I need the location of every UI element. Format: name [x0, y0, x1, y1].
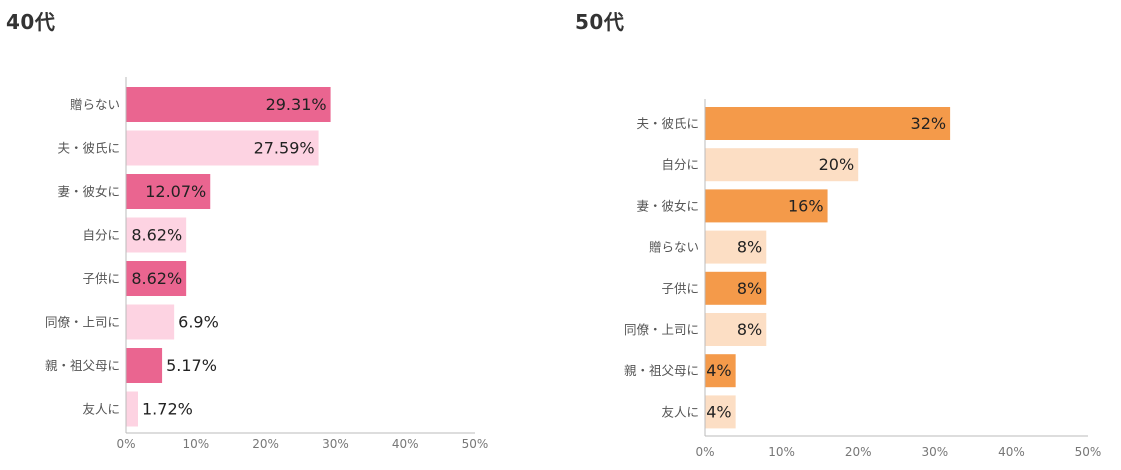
category-label-50s-3: 贈らない: [649, 240, 699, 255]
x-tick-label-50s-0: 0%: [695, 445, 714, 459]
bar-40s-3: [126, 217, 187, 253]
data-label-50s-2: 16%: [788, 196, 824, 215]
category-label-40s-0: 贈らない: [70, 97, 120, 112]
category-label-50s-1: 自分に: [661, 157, 699, 172]
category-label-50s-0: 夫・彼氏に: [636, 116, 699, 131]
x-tick-label-50s-4: 40%: [998, 445, 1025, 459]
data-label-40s-3: 8.62%: [131, 226, 182, 245]
bar-40s-6: [126, 348, 163, 383]
chart-title-50s: 50代: [575, 10, 625, 34]
data-label-40s-0: 29.31%: [266, 95, 327, 114]
x-tick-label-40s-2: 20%: [252, 437, 279, 451]
category-label-40s-1: 夫・彼氏に: [57, 141, 120, 156]
category-label-40s-6: 親・祖父母に: [45, 358, 120, 373]
category-label-50s-5: 同僚・上司に: [624, 322, 699, 337]
x-tick-label-40s-5: 50%: [462, 437, 489, 451]
bar-50s-3: [705, 230, 767, 264]
bar-chart-40s: 贈らない 29.31% 夫・彼氏に 27.59% 妻・彼女に 12.07% 自分に 8.62%…: [45, 77, 489, 451]
data-label-40s-1: 27.59%: [254, 139, 315, 158]
data-label-40s-7: 1.72%: [142, 400, 193, 419]
data-label-50s-4: 8%: [737, 279, 762, 298]
bar-50s-4: [705, 271, 767, 305]
bar-40s-7: [126, 391, 139, 427]
data-label-50s-5: 8%: [737, 320, 762, 339]
category-label-40s-7: 友人に: [82, 402, 120, 417]
x-tick-label-50s-5: 50%: [1075, 445, 1102, 459]
bar-40s-2: [126, 174, 211, 209]
data-label-40s-2: 12.07%: [145, 182, 206, 201]
data-label-50s-6: 4%: [706, 361, 731, 380]
bar-40s-4: [126, 261, 187, 296]
data-label-40s-4: 8.62%: [131, 269, 182, 288]
bar-40s-0: [126, 87, 331, 122]
bar-50s-1: [705, 148, 859, 182]
x-tick-label-50s-1: 10%: [768, 445, 795, 459]
category-label-50s-4: 子供に: [661, 281, 699, 296]
category-label-50s-2: 妻・彼女に: [636, 198, 699, 213]
x-tick-label-50s-3: 30%: [921, 445, 948, 459]
x-tick-label-40s-3: 30%: [322, 437, 349, 451]
category-label-40s-3: 自分に: [82, 228, 120, 243]
data-label-50s-1: 20%: [819, 155, 855, 174]
data-label-40s-6: 5.17%: [166, 356, 217, 375]
data-label-40s-5: 6.9%: [178, 313, 219, 332]
category-label-50s-6: 親・祖父母に: [624, 363, 699, 378]
category-label-50s-7: 友人に: [661, 404, 699, 419]
bar-50s-6: [705, 354, 736, 388]
category-label-40s-5: 同僚・上司に: [45, 315, 120, 330]
bar-50s-7: [705, 395, 736, 429]
chart-title-40s: 40代: [6, 10, 56, 34]
x-tick-label-40s-4: 40%: [392, 437, 419, 451]
category-label-40s-2: 妻・彼女に: [57, 184, 120, 199]
x-tick-label-40s-1: 10%: [182, 437, 209, 451]
x-tick-label-40s-0: 0%: [116, 437, 135, 451]
bar-40s-1: [126, 130, 319, 166]
bar-40s-5: [126, 304, 175, 340]
data-label-50s-0: 32%: [911, 114, 947, 133]
category-label-40s-4: 子供に: [82, 271, 120, 286]
bar-50s-2: [705, 189, 828, 223]
data-label-50s-7: 4%: [706, 402, 731, 421]
bar-50s-5: [705, 313, 767, 346]
x-tick-label-50s-2: 20%: [845, 445, 872, 459]
data-label-50s-3: 8%: [737, 238, 762, 257]
bar-50s-0: [705, 107, 951, 140]
